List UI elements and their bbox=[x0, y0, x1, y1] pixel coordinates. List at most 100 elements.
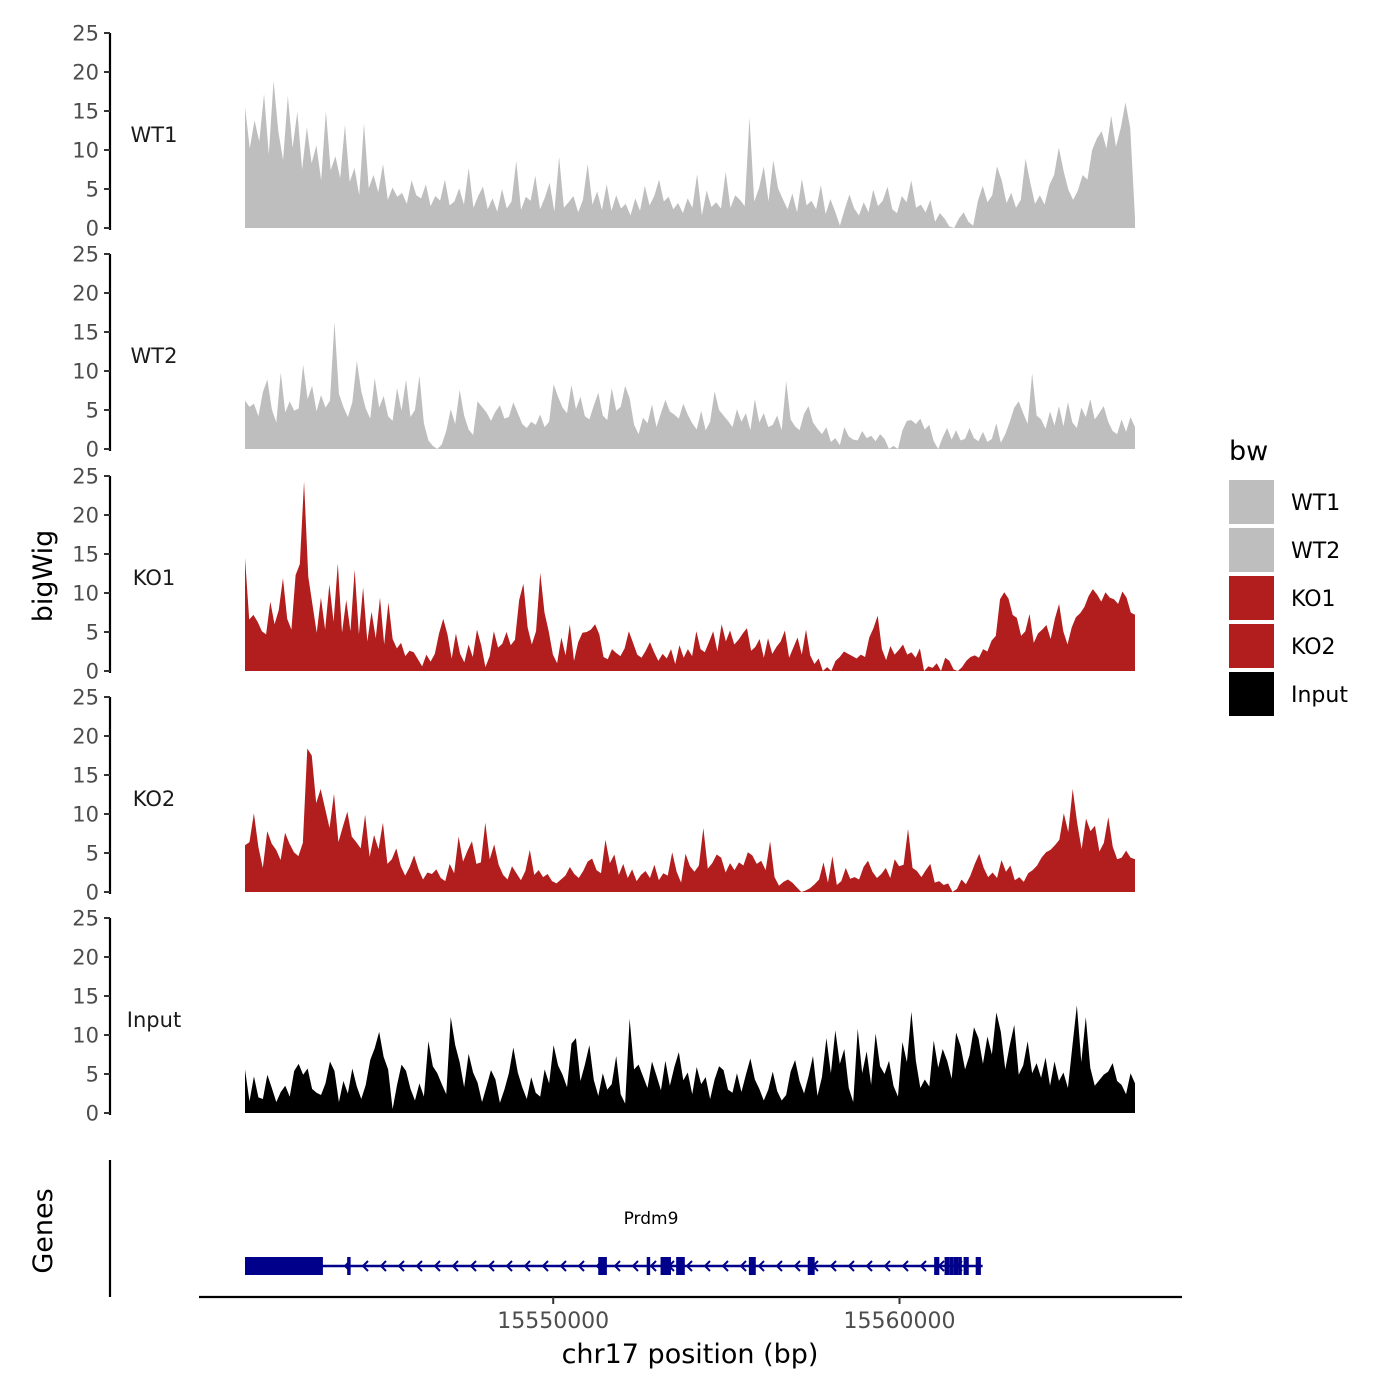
y-tick-label: 20 bbox=[72, 504, 99, 528]
legend-label-ko2: KO2 bbox=[1291, 635, 1336, 660]
strand-arrow bbox=[487, 1260, 495, 1272]
track-label-wt1: WT1 bbox=[131, 123, 178, 147]
y-tick-label: 10 bbox=[72, 139, 99, 163]
gene-exon bbox=[944, 1257, 950, 1275]
strand-arrow bbox=[397, 1260, 405, 1272]
x-axis: 15550000 15560000 bbox=[199, 1295, 1182, 1334]
y-tick-label: 5 bbox=[86, 399, 99, 423]
y-tick-label: 25 bbox=[72, 465, 99, 489]
track-label-input: Input bbox=[127, 1008, 181, 1032]
gene-exon bbox=[676, 1257, 685, 1275]
strand-arrow bbox=[505, 1260, 513, 1272]
strand-arrow bbox=[577, 1260, 585, 1272]
strand-arrow bbox=[631, 1260, 639, 1272]
gene-exon bbox=[598, 1257, 607, 1275]
strand-arrow bbox=[469, 1260, 477, 1272]
strand-arrow bbox=[433, 1260, 441, 1272]
gene-exon bbox=[245, 1257, 323, 1275]
x-tick-label: 15560000 bbox=[844, 1309, 956, 1334]
area-ko1 bbox=[245, 481, 1135, 671]
y-tick-label: 5 bbox=[86, 621, 99, 645]
gene-exon bbox=[660, 1257, 671, 1275]
x-axis-title: chr17 position (bp) bbox=[562, 1339, 819, 1370]
strand-arrow bbox=[721, 1260, 729, 1272]
gene-exon bbox=[963, 1257, 969, 1275]
y-tick-label: 0 bbox=[86, 1102, 99, 1126]
track-input: 0 5 10 15 20 25 Input bbox=[72, 907, 1135, 1126]
strand-arrow bbox=[793, 1260, 801, 1272]
y-tick-label: 20 bbox=[72, 725, 99, 749]
y-tick-label: 0 bbox=[86, 660, 99, 684]
legend-label-wt1: WT1 bbox=[1291, 491, 1340, 516]
strand-arrow bbox=[757, 1260, 765, 1272]
track-wt2: 0 5 10 15 20 25 WT2 bbox=[72, 243, 1135, 462]
y-tick-label: 15 bbox=[72, 100, 99, 124]
track-ko2: 0 5 10 15 20 25 KO2 bbox=[72, 686, 1135, 905]
strand-arrow bbox=[361, 1260, 369, 1272]
strand-arrow bbox=[649, 1260, 657, 1272]
strand-arrow bbox=[865, 1260, 873, 1272]
strand-arrow bbox=[523, 1260, 531, 1272]
y-tick-label: 25 bbox=[72, 686, 99, 710]
gene-exon bbox=[748, 1257, 756, 1275]
y-tick-label: 5 bbox=[86, 178, 99, 202]
strand-arrow bbox=[451, 1260, 459, 1272]
track-ko1: 0 5 10 15 20 25 KO1 bbox=[72, 465, 1135, 684]
y-tick-label: 0 bbox=[86, 438, 99, 462]
strand-arrow bbox=[559, 1260, 567, 1272]
y-tick-label: 15 bbox=[72, 985, 99, 1009]
y-tick-label: 25 bbox=[72, 243, 99, 267]
y-tick-label: 5 bbox=[86, 842, 99, 866]
strand-arrow bbox=[541, 1260, 549, 1272]
strand-arrow bbox=[883, 1260, 891, 1272]
y-tick-label: 10 bbox=[72, 1024, 99, 1048]
gene-label: Prdm9 bbox=[624, 1209, 679, 1229]
y-tick-label: 0 bbox=[86, 881, 99, 905]
genes-axis-title: Genes bbox=[28, 1188, 59, 1273]
gene-exon bbox=[949, 1257, 954, 1275]
area-ko2 bbox=[245, 748, 1135, 892]
track-label-wt2: WT2 bbox=[131, 344, 178, 368]
y-axis-title: bigWig bbox=[28, 530, 59, 623]
gene-exon bbox=[807, 1257, 815, 1275]
strand-arrow bbox=[739, 1260, 747, 1272]
y-tick-label: 10 bbox=[72, 582, 99, 606]
y-tick-label: 20 bbox=[72, 946, 99, 970]
strand-arrow bbox=[775, 1260, 783, 1272]
strand-arrow bbox=[415, 1260, 423, 1272]
strand-arrow bbox=[703, 1260, 711, 1272]
strand-arrow bbox=[613, 1260, 621, 1272]
strand-arrow bbox=[919, 1260, 927, 1272]
y-tick-label: 20 bbox=[72, 282, 99, 306]
y-tick-label: 10 bbox=[72, 360, 99, 384]
legend-swatch-ko2 bbox=[1229, 624, 1274, 668]
legend-label-input: Input bbox=[1291, 683, 1348, 708]
y-tick-label: 15 bbox=[72, 543, 99, 567]
legend-swatch-input bbox=[1229, 672, 1274, 716]
strand-arrow bbox=[829, 1260, 837, 1272]
track-wt1: 0 5 10 15 20 25 WT1 bbox=[72, 22, 1135, 241]
gene-exon bbox=[975, 1257, 981, 1275]
area-wt1 bbox=[245, 80, 1135, 228]
legend-swatch-wt2 bbox=[1229, 528, 1274, 572]
y-tick-label: 25 bbox=[72, 907, 99, 931]
y-tick-label: 15 bbox=[72, 764, 99, 788]
strand-arrow bbox=[685, 1260, 693, 1272]
legend-swatch-wt1 bbox=[1229, 480, 1274, 524]
gene-exon bbox=[958, 1257, 962, 1275]
legend: bw WT1 WT2 KO1 KO2 Input bbox=[1229, 436, 1348, 716]
y-tick-label: 15 bbox=[72, 321, 99, 345]
y-tick-label: 0 bbox=[86, 217, 99, 241]
gene-exon bbox=[934, 1257, 940, 1275]
y-tick-label: 20 bbox=[72, 61, 99, 85]
y-tick-label: 5 bbox=[86, 1063, 99, 1087]
strand-arrow bbox=[379, 1260, 387, 1272]
legend-title: bw bbox=[1229, 436, 1268, 467]
y-tick-label: 10 bbox=[72, 803, 99, 827]
gene-exon bbox=[953, 1257, 959, 1275]
legend-label-wt2: WT2 bbox=[1291, 539, 1340, 564]
legend-label-ko1: KO1 bbox=[1291, 587, 1336, 612]
bigwig-tracks: 0510152025WT10510152025WT20510152025KO10… bbox=[72, 22, 1135, 1126]
area-wt2 bbox=[245, 321, 1135, 449]
